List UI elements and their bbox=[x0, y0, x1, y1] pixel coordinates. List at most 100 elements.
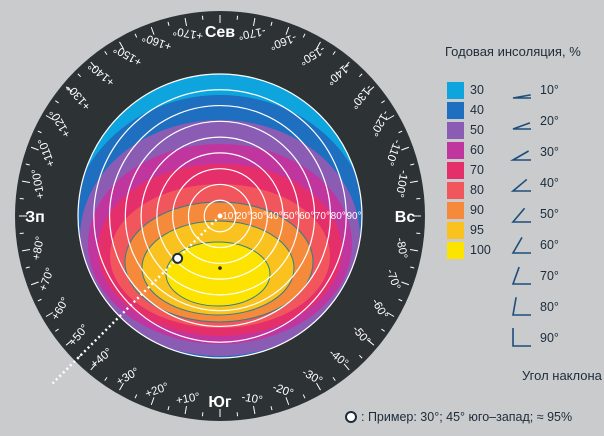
tilt-legend-entry: 70° bbox=[510, 266, 600, 288]
azimuth-tick bbox=[90, 61, 97, 69]
legend-swatch bbox=[447, 202, 464, 219]
legend-title: Годовая инсоляция, % bbox=[445, 44, 581, 59]
tilt-legend-entry: 30° bbox=[510, 142, 600, 164]
azimuth-tick bbox=[30, 281, 39, 286]
legend-swatch bbox=[447, 122, 464, 139]
tilt-legend-entry: 20° bbox=[510, 111, 600, 133]
azimuth-tick bbox=[25, 266, 30, 269]
center-point bbox=[217, 213, 223, 219]
legend-label: 80 bbox=[470, 183, 484, 197]
tilt-angle-icon bbox=[512, 328, 531, 347]
legend-swatch bbox=[447, 182, 464, 199]
tilt-ring-label: 40° bbox=[268, 211, 283, 222]
azimuth-tick bbox=[134, 394, 138, 399]
azimuth-tick bbox=[119, 41, 124, 50]
tilt-legend-label: 60° bbox=[540, 238, 559, 252]
azimuth-tick bbox=[316, 41, 321, 50]
tilt-legend-entry: 40° bbox=[510, 173, 600, 195]
direction-east: Вс bbox=[395, 209, 416, 226]
tilt-angle-icon bbox=[511, 266, 531, 285]
azimuth-tick bbox=[401, 281, 410, 286]
azimuth-tick bbox=[409, 180, 419, 183]
legend-label: 90 bbox=[470, 203, 484, 217]
tilt-angle-icon bbox=[511, 237, 531, 254]
tilt-legend-label: 90° bbox=[540, 331, 559, 345]
legend-entry: 40 bbox=[447, 102, 527, 119]
azimuth-tick bbox=[381, 328, 385, 332]
legend-entry: 30 bbox=[447, 82, 527, 99]
optimum-point bbox=[218, 266, 222, 270]
tilt-ring-50 bbox=[140, 136, 300, 296]
azimuth-tick bbox=[21, 180, 31, 183]
azimuth-tick bbox=[45, 115, 54, 120]
example-point bbox=[172, 252, 184, 264]
azimuth-tick-label: +170° bbox=[172, 24, 204, 41]
azimuth-tick bbox=[104, 377, 108, 381]
azimuth-tick bbox=[37, 130, 42, 134]
azimuth-tick bbox=[55, 328, 59, 332]
tilt-angle-icon bbox=[510, 178, 531, 192]
tilt-legend-label: 70° bbox=[540, 269, 559, 283]
azimuth-tick bbox=[104, 51, 108, 55]
legend-swatch bbox=[447, 142, 464, 159]
azimuth-tick bbox=[253, 405, 256, 415]
azimuth-tick bbox=[398, 130, 403, 134]
tilt-ring-label: 30° bbox=[252, 211, 267, 222]
legend-entry: 60 bbox=[447, 142, 527, 159]
azimuth-tick bbox=[77, 73, 82, 78]
tilt-legend-title: Угол наклона bbox=[522, 368, 602, 383]
tilt-ring-label: 70° bbox=[315, 211, 330, 222]
legend-swatch bbox=[447, 82, 464, 99]
tilt-rings: 10°20° 30° 40° 50° 60° 70° 80° 90° bbox=[77, 73, 363, 359]
tilt-legend-label: 10° bbox=[540, 83, 559, 97]
example-text: : Пример: 30°; 45° юго–запад; ≈ 95% bbox=[361, 410, 573, 424]
legend-label: 100 bbox=[470, 243, 491, 257]
chart-marks bbox=[51, 213, 223, 385]
azimuth-tick bbox=[343, 61, 350, 69]
tilt-ring-label: 10° bbox=[222, 211, 237, 222]
tilt-ring-30 bbox=[172, 168, 268, 264]
azimuth-tick-label: -80° bbox=[393, 237, 409, 260]
tilt-legend-label: 20° bbox=[540, 114, 559, 128]
tilt-angle-icon bbox=[512, 297, 531, 316]
azimuth-tick bbox=[134, 33, 138, 38]
tilt-legend-label: 50° bbox=[540, 207, 559, 221]
tilt-ring-label: 20° bbox=[236, 211, 251, 222]
azimuth-tick bbox=[401, 146, 410, 151]
azimuth-tick bbox=[316, 382, 321, 391]
tilt-legend-label: 80° bbox=[540, 300, 559, 314]
tilt-angle-icon bbox=[510, 150, 531, 161]
legend-swatch bbox=[447, 242, 464, 259]
example-note: : Пример: 30°; 45° юго–запад; ≈ 95% bbox=[345, 410, 572, 424]
azimuth-tick bbox=[119, 382, 124, 391]
azimuth-tick bbox=[65, 339, 73, 346]
azimuth-tick bbox=[386, 312, 395, 317]
tilt-angle-icon bbox=[512, 94, 531, 99]
azimuth-tick bbox=[30, 146, 39, 151]
azimuth-tick bbox=[55, 100, 59, 104]
tilt-ring-60 bbox=[124, 120, 316, 312]
tilt-ring-70 bbox=[108, 104, 332, 328]
azimuth-tick bbox=[332, 377, 336, 381]
legend-label: 30 bbox=[470, 83, 484, 97]
tilt-ring-label: 80° bbox=[331, 211, 346, 222]
azimuth-tick bbox=[409, 249, 419, 252]
tilt-ring-label: 60° bbox=[299, 211, 314, 222]
tilt-legend-label: 40° bbox=[540, 176, 559, 190]
tilt-ring-label: 90° bbox=[346, 211, 361, 222]
band-100 bbox=[165, 241, 271, 307]
azimuth-tick-label: -100° bbox=[393, 169, 410, 198]
azimuth-tick bbox=[302, 394, 306, 399]
azimuth-tick bbox=[367, 339, 375, 346]
tilt-legend-entry: 10° bbox=[510, 80, 600, 102]
azimuth-tick bbox=[90, 363, 97, 371]
tilt-angle-icon bbox=[512, 122, 531, 130]
azimuth-tick bbox=[343, 363, 350, 371]
tilt-ring-label: 50° bbox=[283, 211, 298, 222]
tilt-legend-entry: 90° bbox=[510, 328, 600, 350]
azimuth-tick-label: +80° bbox=[31, 235, 47, 261]
tilt-ring-80 bbox=[93, 89, 347, 343]
azimuth-tick bbox=[358, 73, 363, 78]
direction-west: Зп bbox=[25, 209, 45, 226]
